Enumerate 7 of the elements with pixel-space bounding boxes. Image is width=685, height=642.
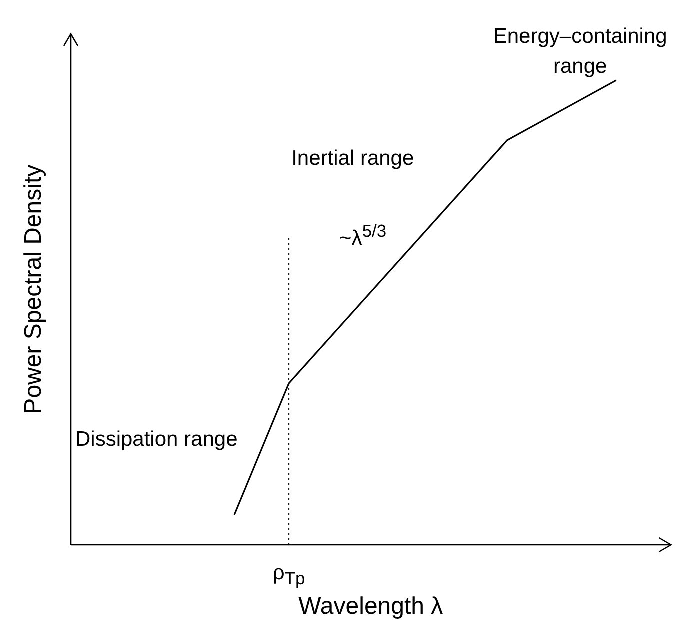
text: ρ$_{Tp}$: [272, 560, 306, 590]
text: Energy–containing range: [492, 24, 668, 80]
x-axis-title: Wavelength λ: [298, 593, 444, 620]
annotation: ~λ$^{5/3}$: [338, 220, 388, 252]
annotation: Dissipation range: [74, 427, 239, 454]
annotation: Inertial range: [290, 146, 416, 172]
y-axis-title: Power Spectral Density: [20, 164, 48, 414]
